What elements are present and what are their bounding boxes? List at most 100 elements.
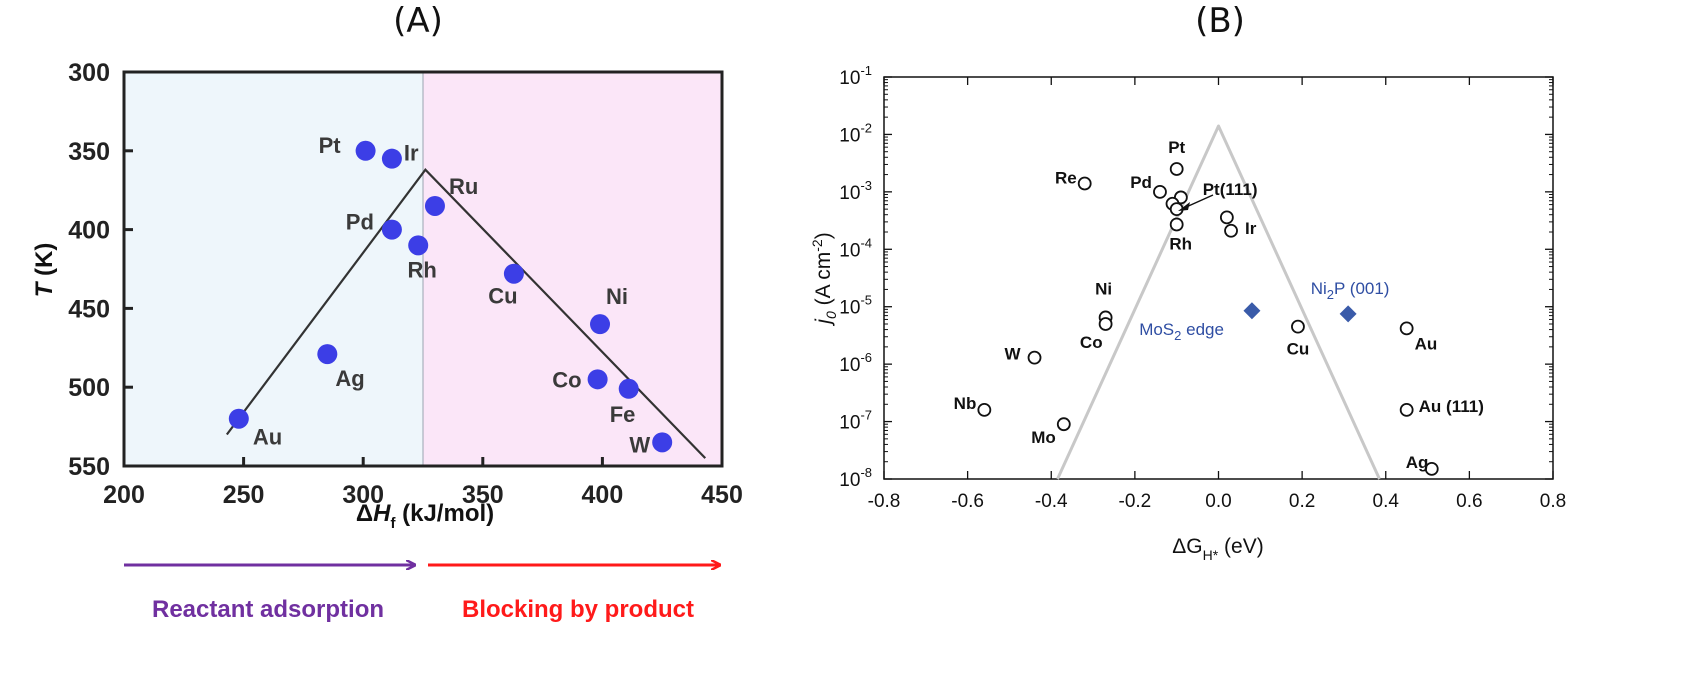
- x-tick-label: 0.0: [1205, 491, 1231, 512]
- point-pd: [381, 219, 402, 240]
- point-co: [1098, 317, 1113, 331]
- xlabel-ev: (eV): [1218, 535, 1264, 558]
- point-pt: [355, 140, 376, 161]
- highlight-label-part: MoS: [1139, 320, 1174, 339]
- xlabel-delta: Δ: [356, 500, 373, 527]
- y-tick-base: 10: [839, 183, 860, 204]
- panel-b: (B) -0.8 -0.6 -0.4 -0.2 0.0 0.2 0.4 0.6 0.810-11…: [809, 1, 1566, 563]
- y-tick-exponent: -5: [860, 293, 872, 308]
- y-tick-exponent: -1: [860, 63, 872, 78]
- x-tick-label: -0.6: [951, 491, 984, 512]
- point-label-cu: Cu: [1287, 340, 1310, 359]
- point-label-ir: Ir: [1245, 219, 1257, 238]
- y-tick-label: 10-6: [839, 350, 872, 376]
- ylabel-close: ): [812, 232, 835, 239]
- point-au: [1399, 321, 1414, 336]
- panel-a-points: Pt Ir Ru Pd Rh Cu Ni Ag Co Fe Au W: [228, 133, 673, 457]
- x-tick-label: 250: [223, 481, 265, 509]
- point-fe: [618, 378, 639, 399]
- y-tick-exponent: -6: [860, 350, 872, 365]
- point-cu: [503, 263, 524, 284]
- y-tick-label: 400: [68, 217, 110, 245]
- point-au-111-: [1399, 402, 1414, 417]
- point-nb: [977, 402, 992, 417]
- point-label-au: Au: [253, 425, 282, 450]
- point-label-re: Re: [1055, 168, 1077, 187]
- highlight-point-1: [1339, 305, 1357, 323]
- panel-a-ylabel: T (K): [31, 243, 58, 298]
- x-tick-label: 300: [342, 481, 384, 509]
- highlight-label-0: MoS2 edge: [1139, 320, 1224, 343]
- panel-b-xlabel: ΔGH* (eV): [1172, 535, 1263, 563]
- point-label-au: Au: [1415, 334, 1438, 353]
- point-pd: [1153, 184, 1167, 199]
- y-tick-label: 500: [68, 374, 110, 402]
- ylabel-unit: (A cm: [812, 252, 835, 312]
- point-label-rh: Rh: [408, 257, 437, 282]
- point-label-mo: Mo: [1031, 428, 1056, 447]
- y-tick-label: 10-7: [839, 408, 872, 434]
- y-tick-exponent: -4: [860, 235, 872, 250]
- point-label-fe: Fe: [610, 402, 636, 427]
- point-mo: [1056, 417, 1071, 432]
- panel-a-regions: [124, 72, 722, 466]
- point-label-ni: Ni: [606, 284, 628, 309]
- y-tick-exponent: -3: [860, 178, 872, 193]
- y-tick-exponent: -7: [860, 408, 872, 423]
- volcano-curve: [1056, 124, 1381, 480]
- point-pt: [1169, 162, 1184, 176]
- x-tick-label: -0.8: [868, 491, 901, 512]
- ylabel-unit: (K): [31, 243, 58, 283]
- xlabel-dg: ΔG: [1172, 535, 1202, 558]
- point-unlabeled: [1219, 210, 1234, 225]
- xlabel-sub: f: [390, 515, 396, 532]
- x-tick-label: 350: [462, 481, 504, 509]
- point-ag: [317, 344, 338, 365]
- panel-b-ylabel: j0 (A cm-2): [809, 232, 839, 326]
- panel-a-frame: [122, 70, 724, 468]
- panel-a-title: (A): [393, 1, 443, 41]
- point-co: [587, 369, 608, 390]
- ylabel-t: T: [31, 280, 58, 297]
- y-tick-label: 350: [68, 138, 110, 166]
- y-tick-label: 450: [68, 295, 110, 323]
- highlight-label-part: 2: [1327, 287, 1334, 302]
- y-tick-label: 300: [68, 59, 110, 87]
- y-tick-base: 10: [839, 240, 860, 261]
- panel-b-axes: -0.8 -0.6 -0.4 -0.2 0.0 0.2 0.4 0.6 0.810-110-21…: [839, 63, 1566, 512]
- point-label-co: Co: [552, 367, 581, 392]
- y-tick-label: 10-3: [839, 178, 872, 204]
- highlight-label-part: Ni: [1311, 279, 1327, 298]
- panel-b-title: (B): [1195, 1, 1245, 41]
- x-tick-label: 450: [701, 481, 743, 509]
- region-1: [423, 72, 722, 466]
- highlight-label-part: 2: [1174, 328, 1181, 343]
- point-label-pt: Pt: [319, 133, 342, 158]
- point-label-co: Co: [1080, 333, 1103, 352]
- xlabel-unit: (kJ/mol): [395, 500, 494, 527]
- xlabel-hstar: H*: [1203, 547, 1219, 563]
- panel-a-xlabel: ΔHf (kJ/mol): [356, 500, 494, 532]
- highlight-label-part: P (001): [1334, 279, 1389, 298]
- point-label-pd: Pd: [1130, 173, 1152, 192]
- point-label-pd: Pd: [346, 210, 374, 235]
- x-tick-label: 400: [582, 481, 624, 509]
- x-tick-label: -0.2: [1119, 491, 1152, 512]
- ylabel-sub0: 0: [823, 311, 839, 319]
- point-ag: [1424, 461, 1439, 476]
- y-tick-base: 10: [839, 125, 860, 146]
- point-w: [652, 432, 673, 453]
- point-ni: [590, 314, 611, 335]
- point-label-pt: Pt: [1168, 138, 1185, 157]
- point-re: [1077, 176, 1092, 191]
- ylabel-j: j: [812, 318, 835, 327]
- point-au: [228, 408, 249, 429]
- highlight-label-part: edge: [1181, 320, 1224, 339]
- blocking-by-product-label: Blocking by product: [462, 596, 694, 623]
- ylabel-exp: -2: [809, 239, 825, 252]
- region-0: [124, 72, 423, 466]
- point-rh: [1169, 217, 1184, 232]
- x-tick-label: 0.4: [1373, 491, 1400, 512]
- highlight-label-1: Ni2P (001): [1311, 279, 1390, 302]
